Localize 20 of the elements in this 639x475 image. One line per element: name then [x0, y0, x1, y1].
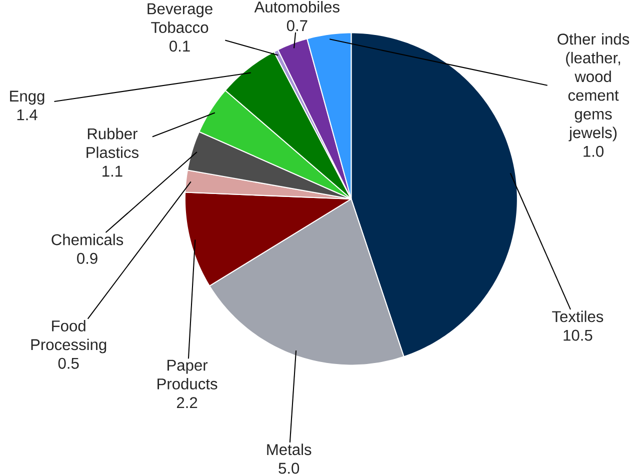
data-label: 2.2 [176, 397, 198, 408]
slice-label: Food Processing [31, 320, 106, 354]
data-label: 1.4 [17, 110, 38, 120]
data-label: 1.1 [102, 166, 122, 177]
data-label: 0.1 [170, 40, 190, 52]
slice-label: Beverage Tobacco [148, 3, 212, 34]
data-label: 0.7 [286, 20, 308, 32]
data-label: 0.9 [77, 252, 98, 264]
data-label: 5.0 [278, 462, 300, 474]
slice-label: Chemicals [52, 234, 124, 246]
slice-label: Textiles [552, 310, 604, 322]
slice-label: Other inds (leather, wood cement gems jewels) [558, 33, 630, 142]
slice-label: Metals [267, 444, 312, 456]
data-label: 1.0 [584, 146, 604, 157]
slice-label: Paper Products [158, 360, 218, 390]
data-label: 0.5 [58, 358, 79, 369]
data-label: 10.5 [564, 330, 592, 341]
slice-label: Rubber Plastics [86, 128, 138, 158]
slice-label: Automobiles [254, 1, 340, 13]
slice-label: Engg [10, 90, 44, 105]
